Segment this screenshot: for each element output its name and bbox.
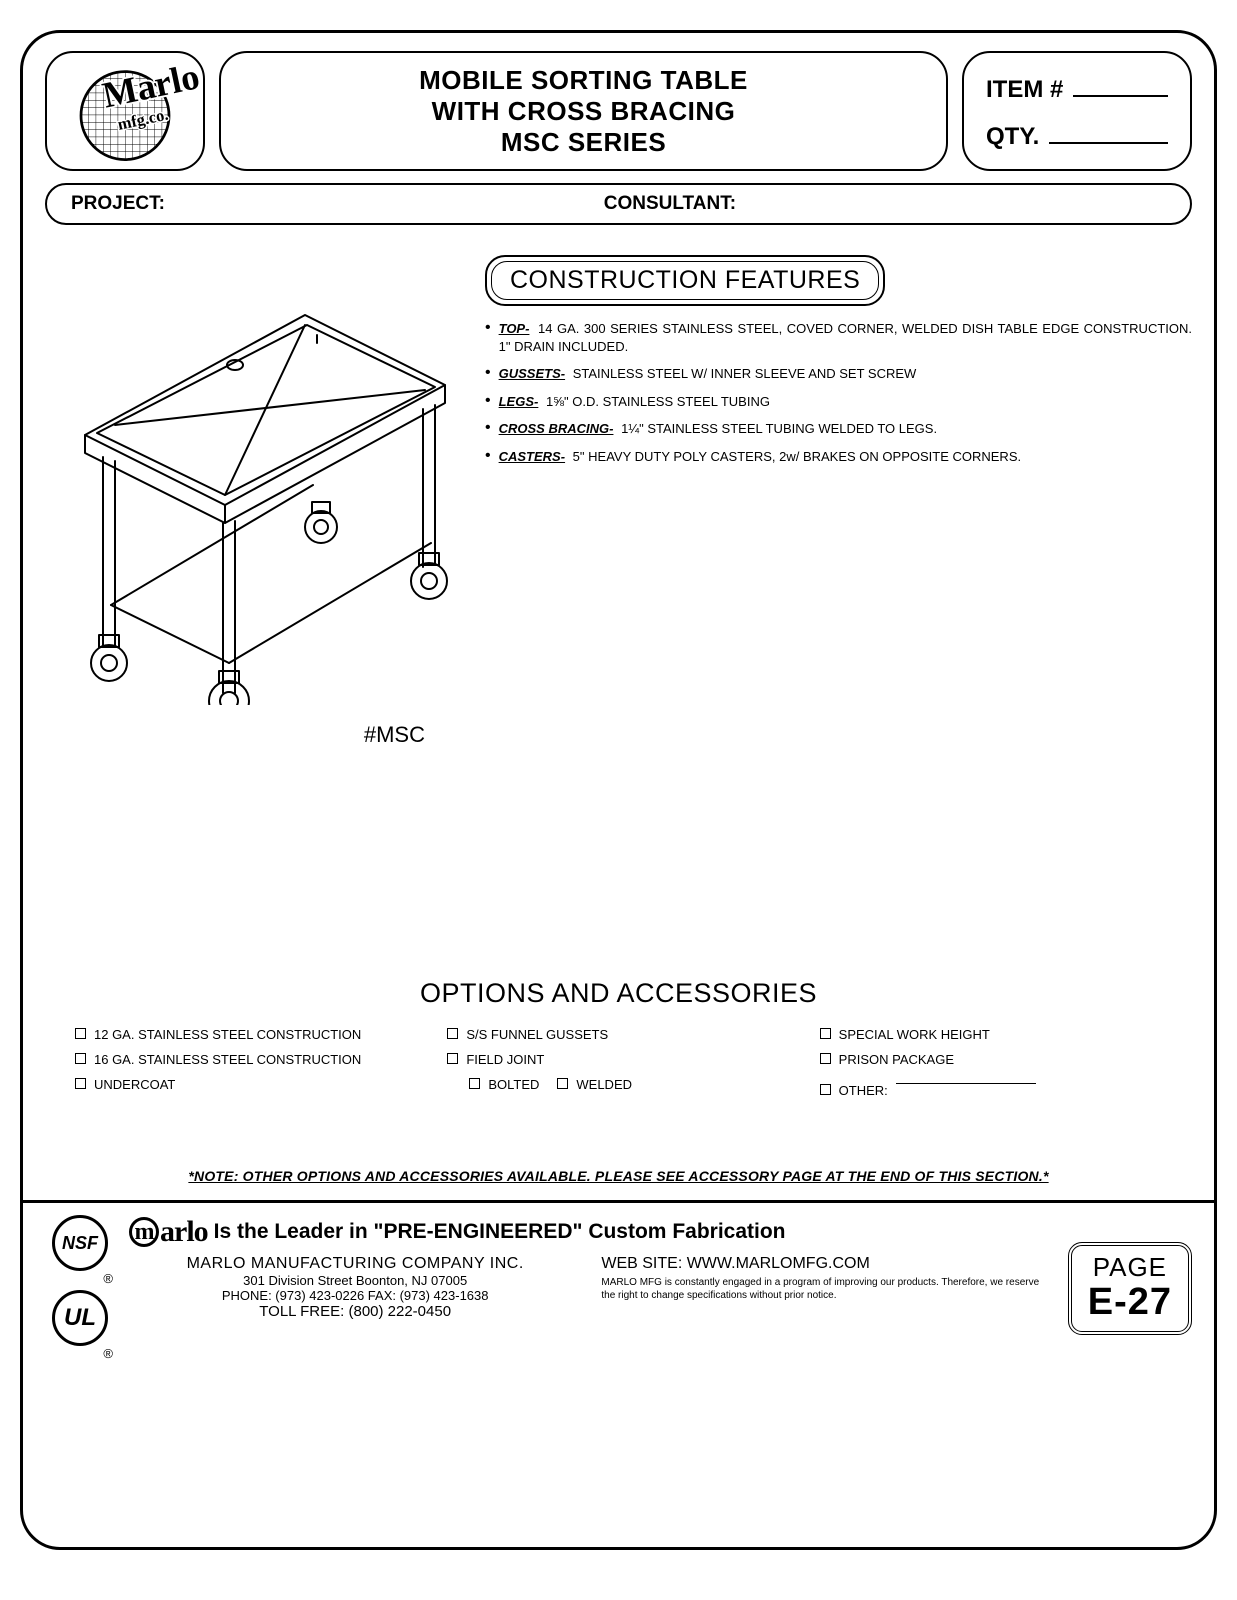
checkbox[interactable] <box>75 1078 86 1089</box>
item-number-field[interactable] <box>1073 71 1168 97</box>
options-col-2: S/S FUNNEL GUSSETS FIELD JOINT BOLTED WE… <box>447 1027 789 1108</box>
registered-mark: ® <box>103 1271 113 1286</box>
nsf-badge-icon: NSF <box>52 1215 108 1271</box>
item-number-label: ITEM # <box>986 76 1063 104</box>
features-heading: CONSTRUCTION FEATURES <box>491 261 879 300</box>
checkbox[interactable] <box>75 1028 86 1039</box>
brand-logo: Marlo mfg.co. <box>45 51 205 171</box>
model-number: #MSC <box>45 722 465 748</box>
footer-divider <box>23 1200 1214 1203</box>
option-label: FIELD JOINT <box>466 1052 544 1067</box>
features-heading-frame: CONSTRUCTION FEATURES <box>485 255 885 306</box>
marlo-logo-icon: Marlo mfg.co. <box>50 56 200 166</box>
option-label: 12 GA. STAINLESS STEEL CONSTRUCTION <box>94 1027 361 1042</box>
checkbox[interactable] <box>820 1084 831 1095</box>
figure-column: #MSC <box>45 255 465 748</box>
marlo-inline-logo-icon: marlo <box>129 1215 208 1249</box>
feature-item: •CASTERS- 5" HEAVY DUTY POLY CASTERS, 2w… <box>485 448 1192 466</box>
table-illustration <box>45 275 465 705</box>
option-label: UNDERCOAT <box>94 1077 175 1092</box>
registered-mark: ® <box>103 1346 113 1361</box>
checkbox[interactable] <box>557 1078 568 1089</box>
checkbox[interactable] <box>820 1053 831 1064</box>
project-consultant-row: PROJECT: CONSULTANT: <box>45 183 1192 225</box>
features-list: •TOP- 14 GA. 300 SERIES STAINLESS STEEL,… <box>485 320 1192 465</box>
header-row: Marlo mfg.co. MOBILE SORTING TABLE WITH … <box>45 51 1192 171</box>
footer: NSF ® UL ® marlo Is the Leader in "PRE-E… <box>45 1215 1192 1361</box>
options-section: OPTIONS AND ACCESSORIES 12 GA. STAINLESS… <box>45 978 1192 1184</box>
options-note: *NOTE: OTHER OPTIONS AND ACCESSORIES AVA… <box>45 1168 1192 1184</box>
product-title: MOBILE SORTING TABLE WITH CROSS BRACING … <box>219 51 948 171</box>
option-label: 16 GA. STAINLESS STEEL CONSTRUCTION <box>94 1052 361 1067</box>
option-label: WELDED <box>576 1077 632 1092</box>
features-column: CONSTRUCTION FEATURES •TOP- 14 GA. 300 S… <box>485 255 1192 748</box>
option-label: SPECIAL WORK HEIGHT <box>839 1027 990 1042</box>
footer-main: marlo Is the Leader in "PRE-ENGINEERED" … <box>129 1215 1054 1320</box>
options-heading: OPTIONS AND ACCESSORIES <box>45 978 1192 1009</box>
consultant-label: CONSULTANT: <box>604 193 1166 215</box>
title-line-1: MOBILE SORTING TABLE <box>419 65 748 96</box>
qty-field[interactable] <box>1049 118 1168 144</box>
qty-label: QTY. <box>986 123 1039 151</box>
ul-badge-icon: UL <box>52 1290 108 1346</box>
checkbox[interactable] <box>447 1053 458 1064</box>
spec-sheet-frame: Marlo mfg.co. MOBILE SORTING TABLE WITH … <box>20 30 1217 1550</box>
certifications: NSF ® UL ® <box>45 1215 115 1361</box>
page-label: PAGE <box>1088 1252 1172 1283</box>
checkbox[interactable] <box>75 1053 86 1064</box>
feature-item: •TOP- 14 GA. 300 SERIES STAINLESS STEEL,… <box>485 320 1192 355</box>
options-columns: 12 GA. STAINLESS STEEL CONSTRUCTION 16 G… <box>45 1027 1192 1108</box>
title-line-2: WITH CROSS BRACING <box>432 96 736 127</box>
website: WEB SITE: WWW.MARLOMFG.COM <box>601 1255 1053 1273</box>
main-content: #MSC CONSTRUCTION FEATURES •TOP- 14 GA. … <box>45 255 1192 748</box>
options-col-3: SPECIAL WORK HEIGHT PRISON PACKAGE OTHER… <box>820 1027 1162 1108</box>
item-qty-box: ITEM # QTY. <box>962 51 1192 171</box>
feature-item: •GUSSETS- STAINLESS STEEL W/ INNER SLEEV… <box>485 365 1192 383</box>
checkbox[interactable] <box>447 1028 458 1039</box>
option-other-label: OTHER: <box>839 1083 888 1098</box>
phone-fax: PHONE: (973) 423-0226 FAX: (973) 423-163… <box>129 1288 581 1303</box>
toll-free: TOLL FREE: (800) 222-0450 <box>129 1303 581 1320</box>
project-label: PROJECT: <box>71 193 564 215</box>
disclaimer: MARLO MFG is constantly engaged in a pro… <box>601 1277 1053 1302</box>
svg-text:Marlo: Marlo <box>99 56 200 116</box>
option-label: BOLTED <box>488 1077 539 1092</box>
address: 301 Division Street Boonton, NJ 07005 <box>129 1273 581 1288</box>
company-name: MARLO MANUFACTURING COMPANY INC. <box>129 1255 581 1273</box>
page-number: E-27 <box>1088 1283 1172 1321</box>
page-number-box: PAGE E-27 <box>1068 1242 1192 1335</box>
feature-item: •LEGS- 1⅝" O.D. STAINLESS STEEL TUBING <box>485 393 1192 411</box>
title-line-3: MSC SERIES <box>501 127 666 158</box>
checkbox[interactable] <box>820 1028 831 1039</box>
options-col-1: 12 GA. STAINLESS STEEL CONSTRUCTION 16 G… <box>75 1027 417 1108</box>
tagline-text: Is the Leader in "PRE-ENGINEERED" Custom… <box>214 1220 786 1244</box>
footer-address-block: MARLO MANUFACTURING COMPANY INC. 301 Div… <box>129 1255 581 1320</box>
feature-item: •CROSS BRACING- 1¼" STAINLESS STEEL TUBI… <box>485 420 1192 438</box>
footer-web-block: WEB SITE: WWW.MARLOMFG.COM MARLO MFG is … <box>601 1255 1053 1320</box>
option-other-field[interactable] <box>896 1083 1036 1084</box>
option-label: S/S FUNNEL GUSSETS <box>466 1027 608 1042</box>
option-label: PRISON PACKAGE <box>839 1052 954 1067</box>
tagline: marlo Is the Leader in "PRE-ENGINEERED" … <box>129 1215 1054 1249</box>
checkbox[interactable] <box>469 1078 480 1089</box>
